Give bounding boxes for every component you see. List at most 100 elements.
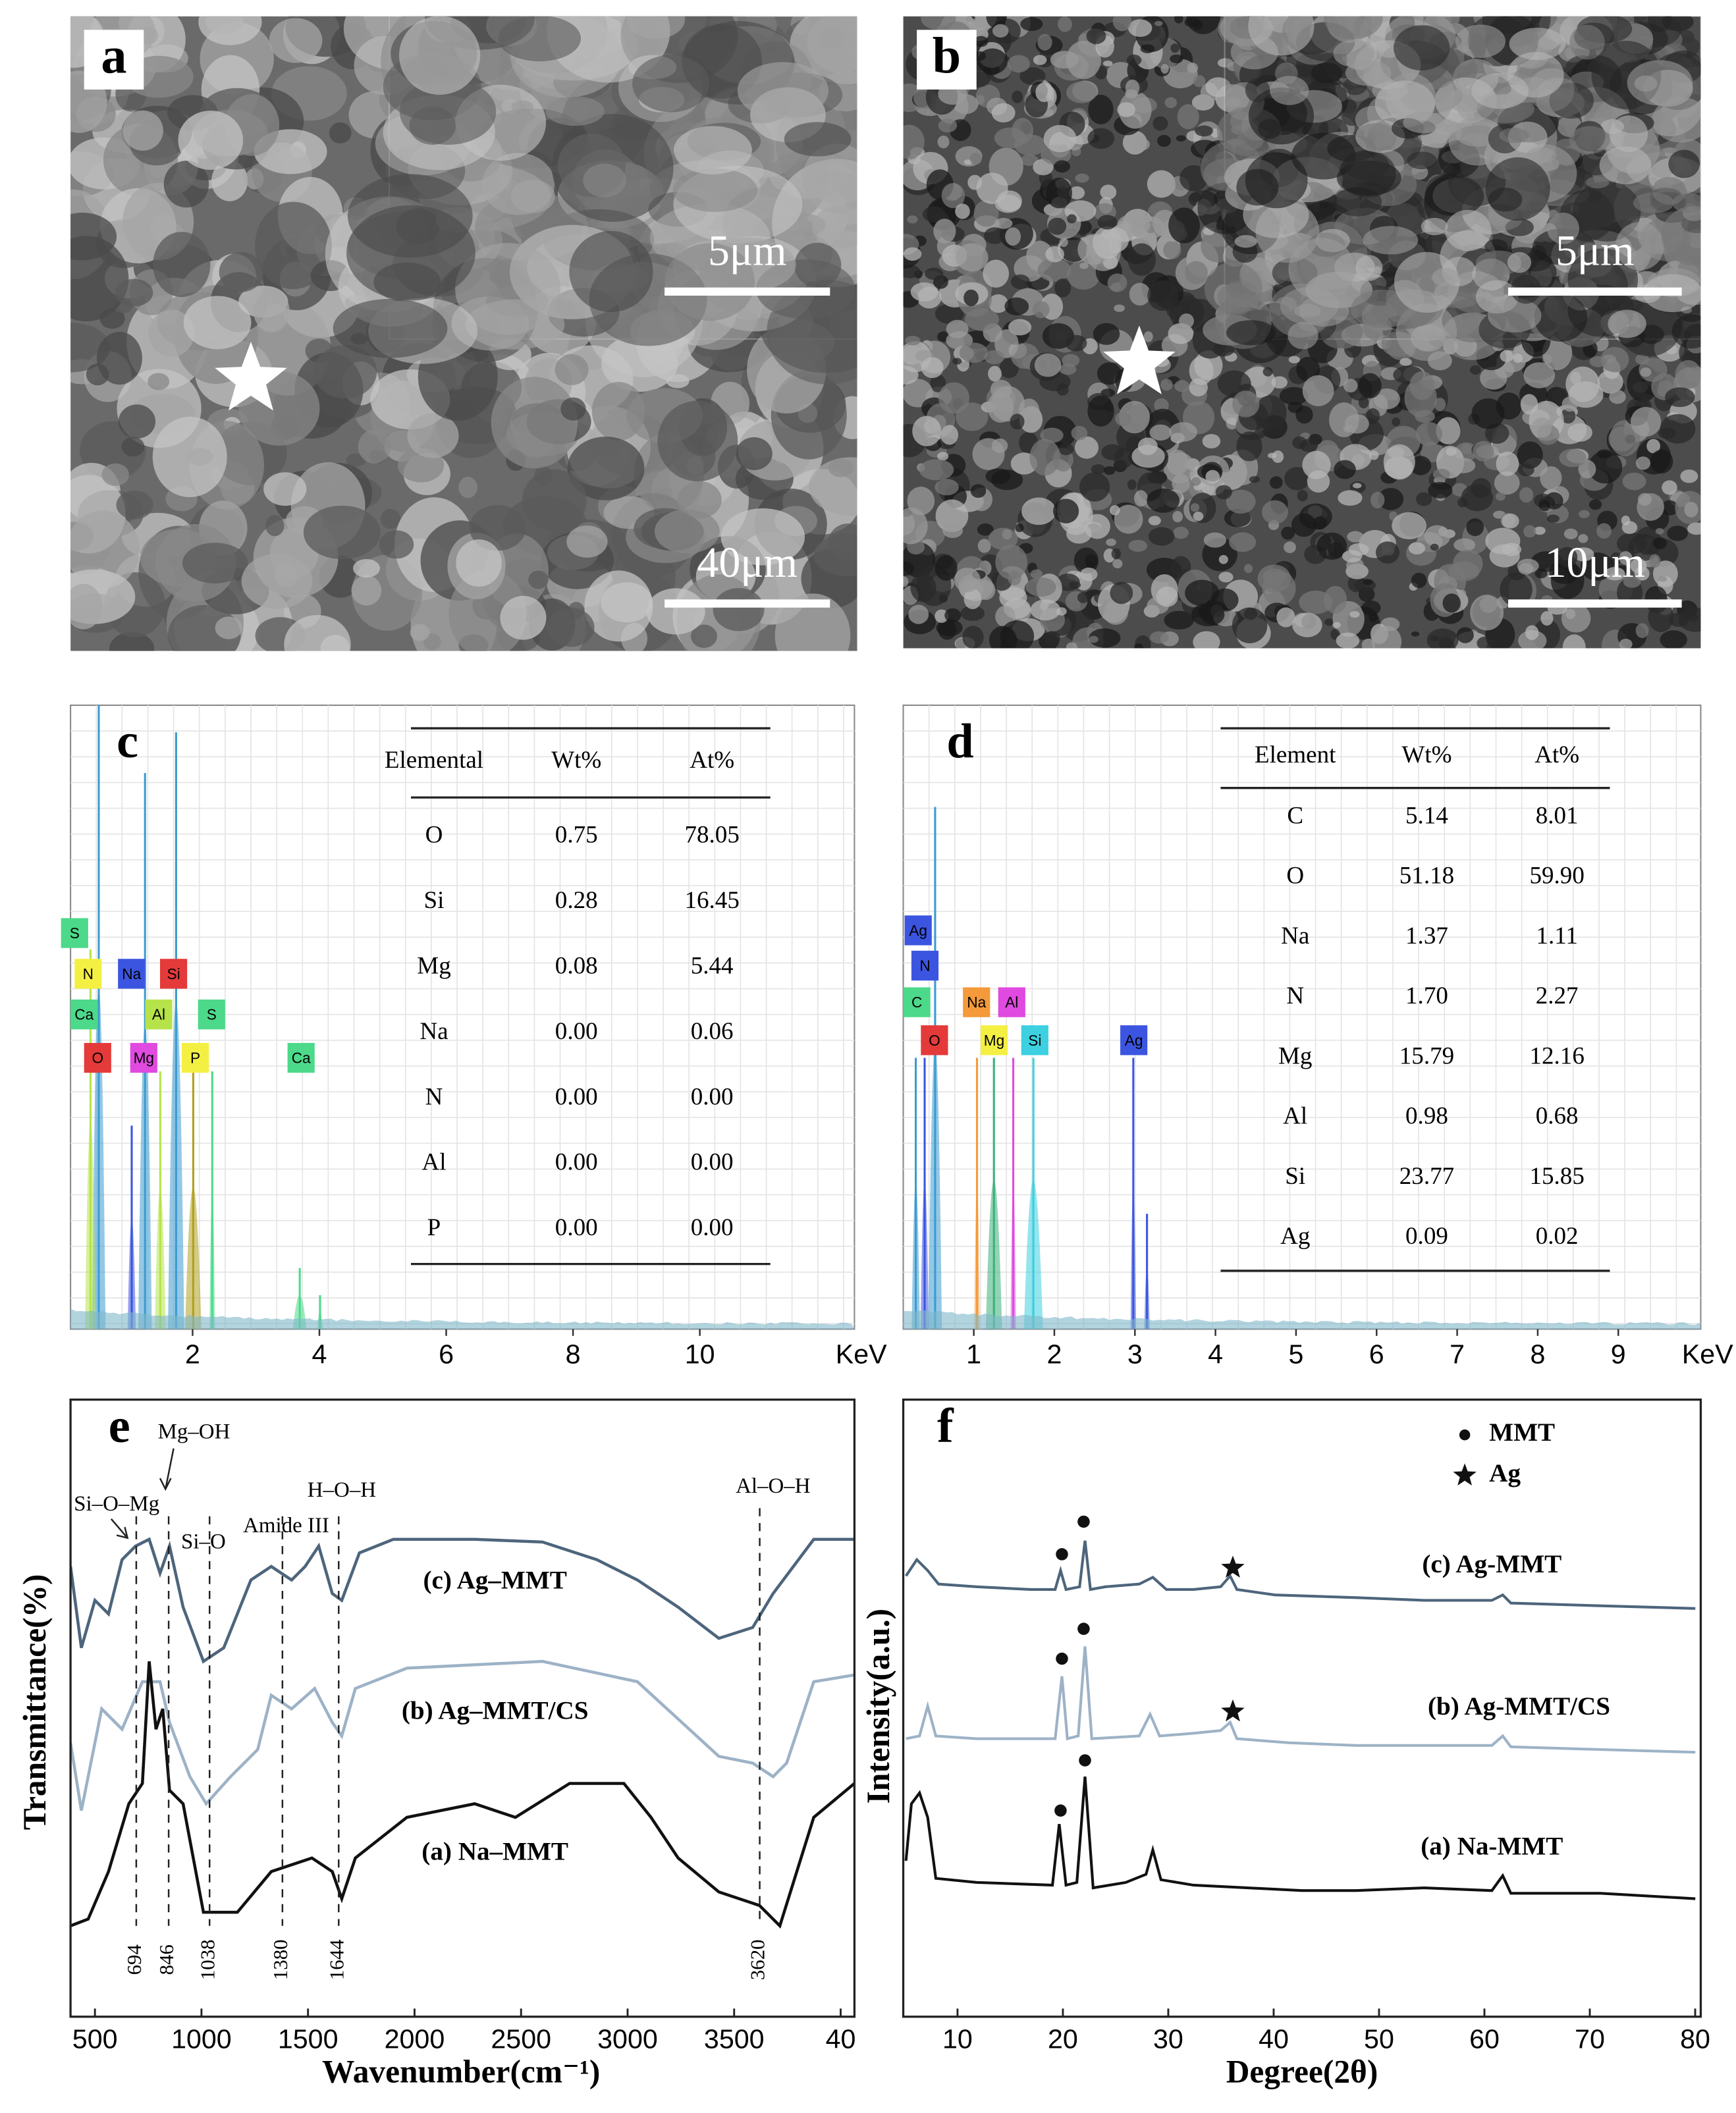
texture-grain xyxy=(1619,638,1633,649)
texture-grain xyxy=(1100,184,1117,200)
band-label: 3620 xyxy=(746,1939,769,1980)
texture-grain xyxy=(1534,526,1546,535)
texture-grain xyxy=(1284,541,1296,554)
element-tag-label: N xyxy=(83,965,94,982)
mmt-marker xyxy=(1079,1754,1091,1767)
element-tag-label: S xyxy=(70,924,80,942)
texture-grain xyxy=(1640,367,1652,377)
texture-grain xyxy=(1174,16,1183,24)
texture-grain xyxy=(991,103,1016,122)
texture-grain xyxy=(937,452,949,461)
texture-grain xyxy=(1652,537,1668,549)
panel-label: d xyxy=(946,714,973,768)
texture-grain xyxy=(1112,16,1132,32)
texture-grain xyxy=(1163,452,1195,484)
inset-grain xyxy=(1488,298,1542,333)
texture-grain xyxy=(219,252,264,292)
table-cell: 2.27 xyxy=(1536,982,1579,1009)
mmt-marker xyxy=(1077,1515,1090,1528)
texture-grain xyxy=(118,404,156,439)
texture-grain xyxy=(972,438,1005,470)
inset-grain xyxy=(1234,234,1258,248)
texture-grain xyxy=(1008,319,1032,336)
texture-grain xyxy=(1190,503,1200,512)
texture-grain xyxy=(1297,490,1308,502)
inset-grain xyxy=(1288,238,1355,301)
texture-grain xyxy=(903,507,928,545)
inset-grain xyxy=(1394,25,1450,70)
element-tag-label: Na xyxy=(122,965,141,982)
texture-grain xyxy=(1058,442,1074,456)
inset-grain xyxy=(1445,209,1492,252)
texture-grain xyxy=(1205,469,1220,484)
table-header: At% xyxy=(690,747,734,774)
texture-grain xyxy=(1110,282,1122,292)
plot-frame xyxy=(70,705,855,1330)
spectrum-baseline xyxy=(903,1310,1701,1329)
texture-grain xyxy=(1637,493,1664,521)
texture-grain xyxy=(1126,54,1142,66)
x-tick-label: 4 xyxy=(1208,1339,1223,1370)
element-tag xyxy=(84,1042,111,1073)
spectrum-baseline xyxy=(70,1308,855,1329)
series-label: (b) Ag–MMT/CS xyxy=(402,1696,589,1725)
texture-grain xyxy=(1424,525,1451,548)
texture-grain xyxy=(1687,522,1701,535)
element-tag xyxy=(904,915,932,946)
texture-grain xyxy=(963,589,982,610)
x-tick-label: 8 xyxy=(1530,1339,1545,1370)
texture-grain xyxy=(1189,356,1214,386)
table-cell: Mg xyxy=(417,952,450,979)
table-header: Wt% xyxy=(551,747,601,774)
texture-grain xyxy=(351,575,382,606)
x-tick-label: 3000 xyxy=(597,2024,658,2054)
texture-grain xyxy=(1561,396,1578,412)
texture-grain xyxy=(809,457,857,516)
texture-grain xyxy=(1008,55,1030,73)
texture-grain xyxy=(1149,631,1169,644)
texture-grain xyxy=(774,593,851,651)
texture-grain xyxy=(1077,592,1089,604)
texture-grain xyxy=(1517,441,1543,469)
texture-grain xyxy=(346,453,367,467)
texture-grain xyxy=(967,174,983,190)
texture-grain xyxy=(1037,34,1052,51)
x-tick-label: 10 xyxy=(942,2024,973,2054)
texture-grain xyxy=(1102,255,1118,269)
table-cell: O xyxy=(1286,863,1304,890)
plot-frame xyxy=(69,1398,856,2018)
x-tick-label: 30 xyxy=(1153,2024,1183,2054)
scale-label: 10μm xyxy=(1545,539,1645,587)
texture-grain xyxy=(560,397,586,421)
element-tag xyxy=(160,959,188,989)
inset-grain xyxy=(333,298,448,358)
texture-grain xyxy=(954,567,981,593)
band-annotation: Al–O–H xyxy=(736,1474,810,1498)
texture-grain xyxy=(988,365,1002,382)
element-tag-label: Ag xyxy=(1125,1032,1143,1049)
table-cell: 0.00 xyxy=(691,1214,734,1241)
inset-grain xyxy=(737,62,829,119)
texture-grain xyxy=(1129,282,1151,306)
texture-grain xyxy=(930,374,946,392)
ftir-curve-c xyxy=(70,1537,855,1664)
texture-grain xyxy=(977,48,1008,74)
x-tick-label: 50 xyxy=(1364,2024,1394,2054)
texture-grain xyxy=(1068,186,1085,200)
texture-grain xyxy=(313,344,377,399)
table-cell: 59.90 xyxy=(1529,863,1584,890)
element-tag xyxy=(130,1042,157,1073)
element-tag xyxy=(74,959,102,989)
texture-grain xyxy=(1562,634,1586,649)
inset-grain xyxy=(569,230,653,312)
texture-grain xyxy=(992,24,1009,38)
texture-grain xyxy=(1456,627,1474,643)
texture-grain xyxy=(1068,581,1081,589)
x-tick-label: 40 xyxy=(1259,2024,1289,2054)
texture-grain xyxy=(1093,226,1122,259)
band-label: 694 xyxy=(122,1944,146,1975)
table-cell: C xyxy=(1287,802,1303,829)
texture-grain xyxy=(1215,485,1232,500)
table-header: Elemental xyxy=(385,747,483,774)
